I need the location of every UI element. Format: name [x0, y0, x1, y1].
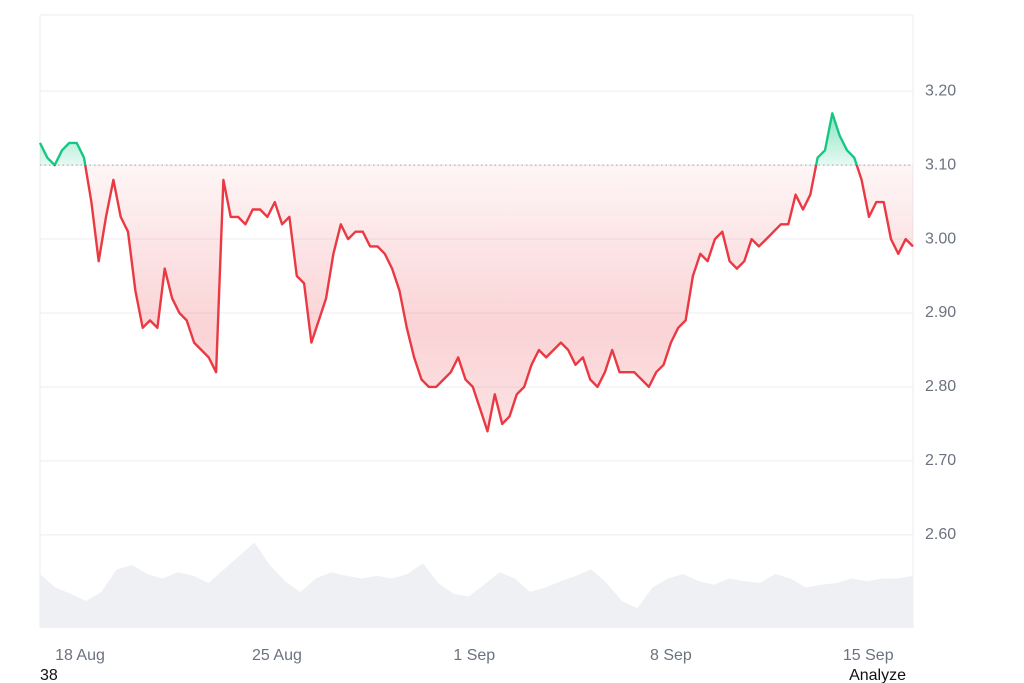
x-tick-label: 15 Sep [843, 647, 894, 664]
x-tick-label: 18 Aug [55, 647, 105, 664]
volume-area [40, 542, 913, 628]
y-tick-label: 3.20 [925, 82, 956, 99]
y-tick-label: 3.10 [925, 156, 956, 173]
area-fill [40, 113, 913, 432]
y-tick-label: 2.90 [925, 304, 956, 321]
x-tick-label: 25 Aug [252, 647, 302, 664]
y-tick-label: 2.60 [925, 526, 956, 543]
y-tick-label: 2.80 [925, 378, 956, 395]
x-tick-label: 8 Sep [650, 647, 692, 664]
price-line [38, 112, 914, 433]
footer-left: 38 [40, 667, 58, 683]
x-tick-label: 1 Sep [453, 647, 495, 664]
footer-right[interactable]: Analyze [849, 667, 906, 683]
y-tick-label: 3.00 [925, 230, 956, 247]
y-tick-label: 2.70 [925, 452, 956, 469]
